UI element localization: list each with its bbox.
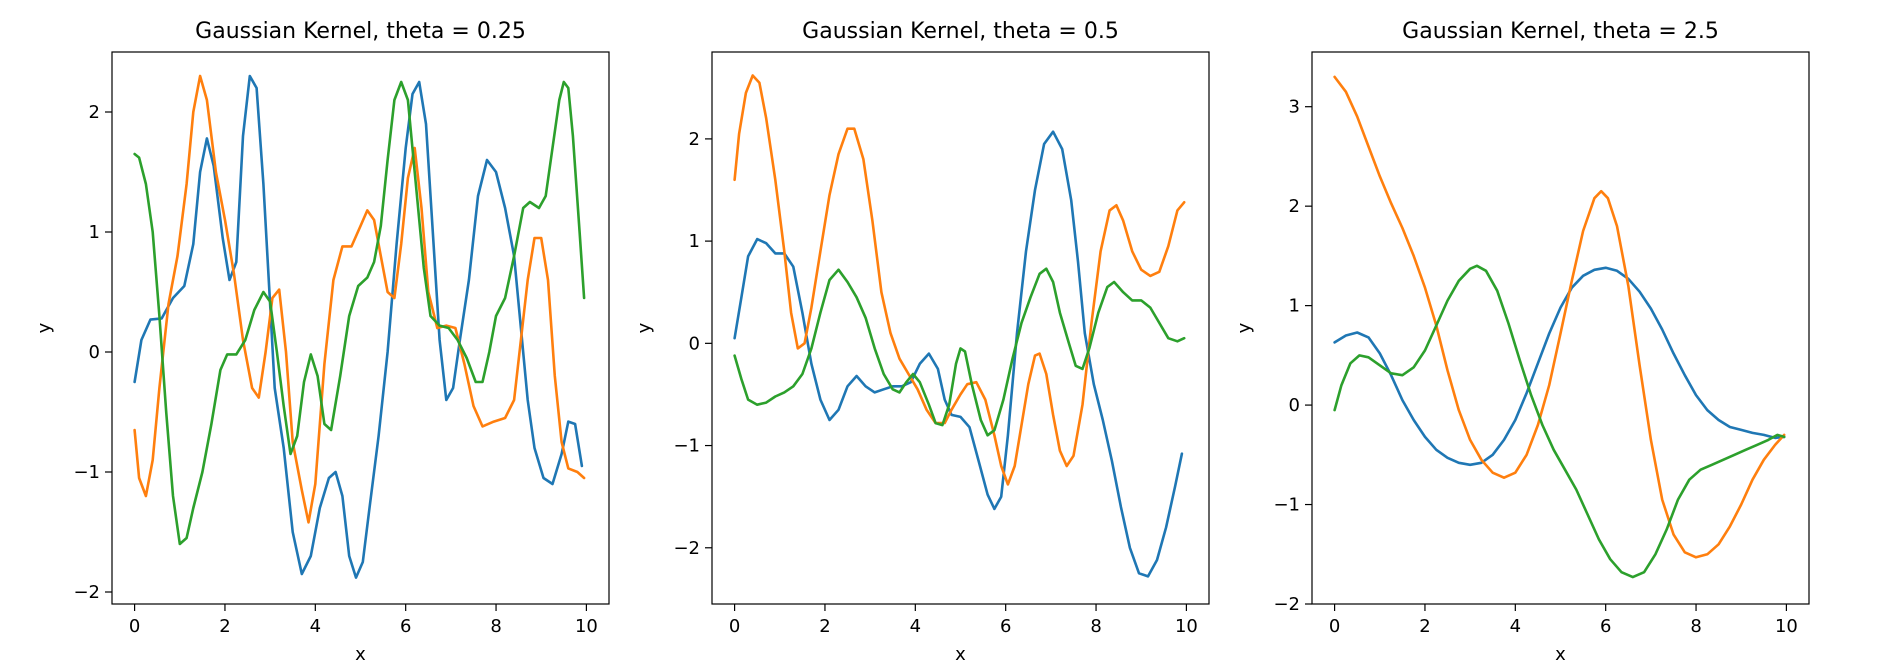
x-tick-label: 4	[910, 616, 921, 637]
x-tick-label: 6	[400, 616, 411, 637]
x-tick-label: 10	[575, 616, 598, 637]
y-tick-label: 1	[1289, 296, 1300, 317]
x-tick-label: 10	[1775, 616, 1798, 637]
x-axis-label: x	[1555, 644, 1566, 665]
y-tick-label: −2	[1273, 594, 1300, 615]
series-line-2	[133, 74, 586, 524]
chart-panel-3: 0 2 4 6 8 10 −2 −1 0 1 2 3 Gaussian Kernel, theta = …	[1234, 19, 1810, 665]
x-tick-label: 6	[1000, 616, 1011, 637]
chart-panel-1: 0 2 4 6 8 10 −2 −1 0 1 2 Gaussian Kernel, theta = 0…	[34, 19, 610, 665]
y-tick-label: −1	[73, 462, 100, 483]
y-tick-label: −1	[1273, 495, 1300, 516]
axes-frame	[711, 51, 1210, 605]
y-tick-label: −2	[73, 582, 100, 603]
x-tick-label: 2	[1419, 616, 1430, 637]
series-line-1	[733, 130, 1184, 578]
y-tick-label: 1	[689, 231, 700, 252]
series-group	[133, 74, 586, 579]
axes-frame	[1311, 51, 1810, 605]
x-tick-label: 0	[129, 616, 140, 637]
series-line-1	[133, 74, 584, 579]
series-line-3	[1333, 264, 1786, 579]
series-line-3	[133, 80, 586, 546]
y-axis-label: y	[634, 322, 655, 333]
x-tick-label: 4	[310, 616, 321, 637]
y-axis-label: y	[34, 322, 55, 333]
x-axis-label: x	[355, 644, 366, 665]
x-tick-label: 4	[1510, 616, 1521, 637]
series-line-3	[733, 267, 1186, 437]
series-line-2	[1333, 75, 1786, 559]
x-tick-label: 6	[1600, 616, 1611, 637]
axes-frame	[111, 51, 610, 605]
x-tick-label: 10	[1175, 616, 1198, 637]
y-tick-label: 0	[89, 342, 100, 363]
x-tick-label: 8	[490, 616, 501, 637]
x-axis-label: x	[955, 644, 966, 665]
x-tick-label: 8	[1090, 616, 1101, 637]
y-tick-label: −1	[673, 436, 700, 457]
chart-panel-2: 0 2 4 6 8 10 −2 −1 0 1 2 Gaussian Kernel, theta = 0…	[634, 19, 1210, 665]
y-tick-label: 2	[1289, 196, 1300, 217]
chart-title: Gaussian Kernel, theta = 0.5	[802, 19, 1119, 44]
series-group	[1333, 75, 1786, 579]
x-tick-label: 0	[1329, 616, 1340, 637]
y-tick-label: 2	[689, 129, 700, 150]
series-group	[733, 74, 1186, 578]
x-tick-label: 8	[1690, 616, 1701, 637]
series-line-1	[1333, 266, 1786, 467]
chart-title: Gaussian Kernel, theta = 2.5	[1402, 19, 1719, 44]
series-line-2	[733, 74, 1186, 486]
y-tick-label: 1	[89, 222, 100, 243]
x-tick-label: 2	[219, 616, 230, 637]
y-tick-label: 0	[689, 333, 700, 354]
y-tick-label: 0	[1289, 395, 1300, 416]
x-tick-label: 0	[729, 616, 740, 637]
y-tick-label: 3	[1289, 97, 1300, 118]
chart-title: Gaussian Kernel, theta = 0.25	[195, 19, 526, 44]
y-tick-label: −2	[673, 538, 700, 559]
y-tick-label: 2	[89, 102, 100, 123]
x-tick-label: 2	[819, 616, 830, 637]
y-axis-label: y	[1234, 322, 1255, 333]
